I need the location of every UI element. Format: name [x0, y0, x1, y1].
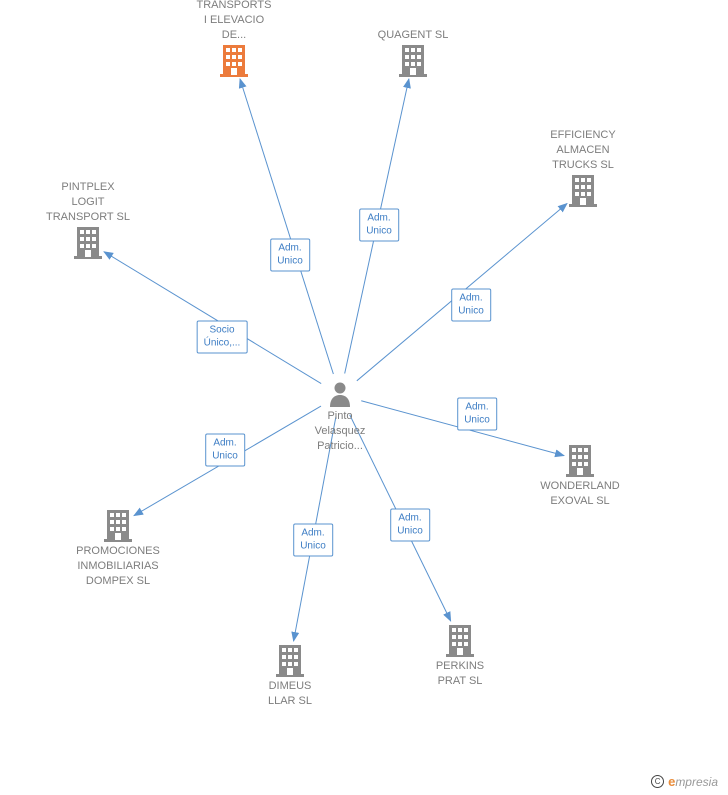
edge-label: Adm. Unico: [293, 524, 333, 557]
center-label: Pinto Velasquez Patricio...: [295, 409, 385, 454]
building-icon: [63, 508, 173, 542]
edge-label: Adm. Unico: [359, 209, 399, 242]
edge-label: Adm. Unico: [390, 509, 430, 542]
company-node-transports: TRANSPORTS I ELEVACIO DE...: [179, 0, 289, 77]
company-label: QUAGENT SL: [358, 28, 468, 43]
company-label: TRANSPORTS I ELEVACIO DE...: [179, 0, 289, 43]
company-node-quagent: QUAGENT SL: [358, 26, 468, 77]
center-person-node: Pinto Velasquez Patricio...: [295, 381, 385, 454]
building-icon: [528, 173, 638, 207]
edge-label: Socio Único,...: [197, 321, 248, 354]
footer: C empresia: [651, 774, 718, 789]
building-icon: [525, 443, 635, 477]
company-label: DIMEUS LLAR SL: [235, 679, 345, 709]
copyright-icon: C: [651, 775, 664, 788]
company-label: PERKINS PRAT SL: [405, 659, 515, 689]
company-node-pintplex: PINTPLEX LOGIT TRANSPORT SL: [33, 178, 143, 259]
building-icon: [358, 43, 468, 77]
company-node-wonderland: WONDERLAND EXOVAL SL: [525, 443, 635, 509]
company-node-efficiency: EFFICIENCY ALMACEN TRUCKS SL: [528, 126, 638, 207]
company-label: WONDERLAND EXOVAL SL: [525, 479, 635, 509]
building-icon: [235, 643, 345, 677]
edge-label: Adm. Unico: [451, 289, 491, 322]
edge-label: Adm. Unico: [457, 398, 497, 431]
edge-label: Adm. Unico: [205, 434, 245, 467]
company-label: PINTPLEX LOGIT TRANSPORT SL: [33, 180, 143, 225]
company-label: EFFICIENCY ALMACEN TRUCKS SL: [528, 128, 638, 173]
building-icon: [405, 623, 515, 657]
edge-line: [240, 79, 333, 374]
company-node-dimeus: DIMEUS LLAR SL: [235, 643, 345, 709]
brand-text: mpresia: [675, 775, 718, 789]
building-icon: [179, 43, 289, 77]
company-label: PROMOCIONES INMOBILIARIAS DOMPEX SL: [63, 544, 173, 589]
edge-label: Adm. Unico: [270, 239, 310, 272]
company-node-promociones: PROMOCIONES INMOBILIARIAS DOMPEX SL: [63, 508, 173, 589]
company-node-perkins: PERKINS PRAT SL: [405, 623, 515, 689]
building-icon: [33, 225, 143, 259]
